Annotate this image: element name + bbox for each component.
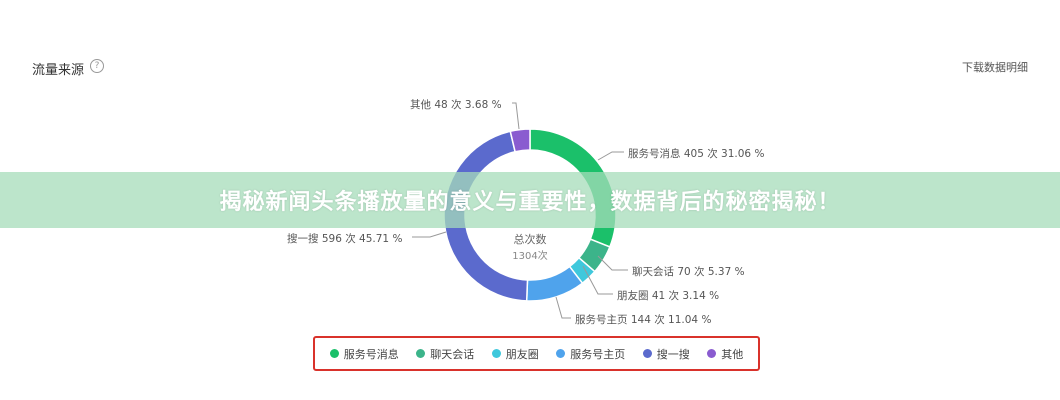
legend-item-5[interactable]: 其他 [707,346,743,362]
headline-text: 揭秘新闻头条播放量的意义与重要性，数据背后的秘密揭秘！ [219,190,841,215]
data-label-2: 朋友圈 41 次 3.14 % [617,290,720,302]
legend-label: 服务号主页 [570,347,626,361]
donut-slice-5[interactable] [509,128,531,153]
legend-label: 服务号消息 [343,347,399,361]
legend-item-1[interactable]: 聊天会话 [416,346,474,362]
legend-item-0[interactable]: 服务号消息 [329,346,399,362]
legend-item-4[interactable]: 搜一搜 [642,346,690,362]
legend-dot [491,349,501,358]
data-label-5: 其他 48 次 3.68 % [410,99,502,111]
leader-line-1 [597,255,628,271]
legend-dot [707,349,717,358]
question-circle-icon[interactable]: ? [90,59,104,73]
legend-dot [329,349,339,358]
legend-label: 聊天会话 [430,347,475,361]
leader-line-2 [582,265,613,295]
section-title: 流量来源 [32,63,85,78]
data-label-3: 服务号主页 144 次 11.04 % [575,314,712,326]
download-details-link[interactable]: 下载数据明细 [962,61,1028,74]
legend-label: 朋友圈 [505,347,539,361]
legend-item-3[interactable]: 服务号主页 [556,346,625,362]
legend-label: 其他 [721,347,744,361]
donut-slice-3[interactable] [525,265,584,302]
leader-line-5 [512,102,520,130]
legend-dot [556,349,566,358]
leader-line-4 [412,231,447,238]
legend-label: 搜一搜 [656,347,690,361]
leader-line-3 [555,296,571,319]
headline-banner: 揭秘新闻头条播放量的意义与重要性，数据背后的秘密揭秘！ [0,172,1060,228]
legend-dot [642,349,652,358]
data-label-1: 聊天会话 70 次 5.37 % [632,266,745,278]
data-label-0: 服务号消息 405 次 31.06 % [628,148,765,160]
chart-legend: 服务号消息 聊天会话 朋友圈 服务号主页 搜一搜 其他 [313,336,760,371]
data-label-4: 搜一搜 596 次 45.71 % [287,233,403,245]
legend-item-2[interactable]: 朋友圈 [491,346,539,362]
legend-dot [416,349,426,358]
leader-line-0 [597,151,624,161]
center-label: 总次数 [513,233,547,246]
center-value: 1304次 [512,251,548,262]
